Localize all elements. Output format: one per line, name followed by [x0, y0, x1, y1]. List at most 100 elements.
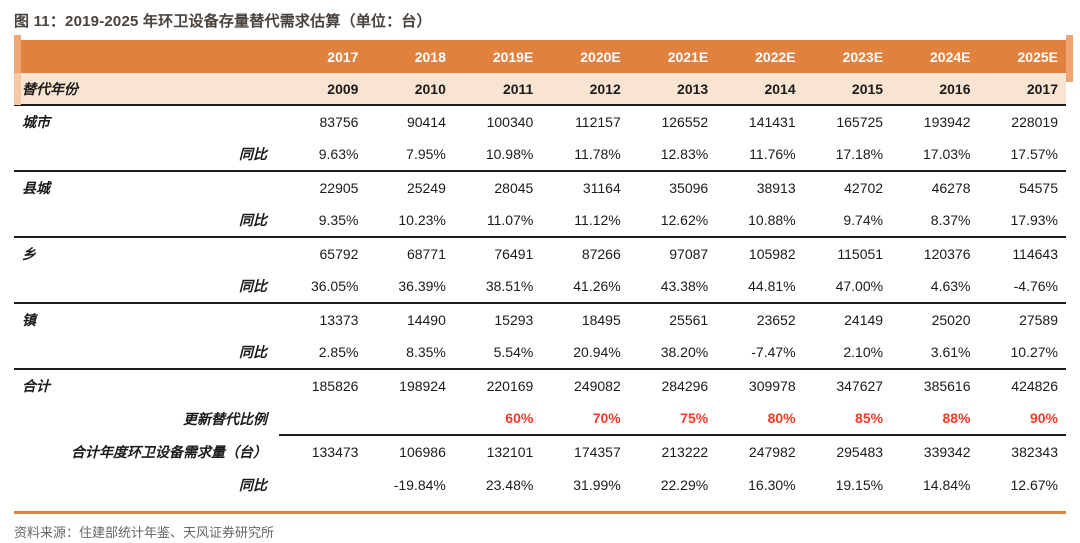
demand-table: 2017 2018 2019E 2020E 2021E 2022E 2023E 2024E 20…	[14, 40, 1066, 501]
value-cell: 295483	[803, 434, 892, 468]
value-cell: 11.12%	[541, 204, 629, 238]
value-cell: 23652	[756, 312, 796, 328]
value-cell: 38.51%	[453, 270, 542, 304]
value-cell: -4.76%	[978, 270, 1066, 304]
value-cell: 8.37%	[891, 204, 979, 238]
value-cell: 90%	[1029, 410, 1058, 426]
value-cell: 25249	[406, 180, 446, 196]
value-cell: 193942	[923, 114, 971, 130]
row-label: 同比	[14, 336, 279, 370]
value-cell: 38.20%	[628, 336, 717, 370]
value-cell: 14.84%	[923, 476, 971, 493]
header-replacement-cell: 2014	[716, 73, 804, 106]
value-cell: 38913	[756, 180, 796, 196]
row-label: 同比	[14, 204, 279, 238]
value-cell: 65792	[319, 246, 359, 262]
value-cell: 60%	[505, 410, 534, 426]
value-cell: 88%	[942, 410, 971, 426]
value-cell: 16.30%	[748, 476, 796, 493]
value-cell: 20.94%	[541, 336, 629, 370]
value-cell: 114643	[1012, 246, 1058, 262]
value-cell: 424826	[1011, 378, 1058, 394]
header-replacement-cell: 2010	[366, 73, 454, 106]
header-year-row: 2017 2018 2019E 2020E 2021E 2022E 2023E 2024E 20…	[14, 40, 1066, 73]
value-cell: 247982	[716, 434, 804, 468]
value-cell: 36.05%	[279, 270, 367, 304]
row-label: 镇	[22, 312, 36, 328]
value-cell: 2.10%	[803, 336, 892, 370]
header-year-cell: 2023E	[803, 40, 892, 73]
value-cell: 12.83%	[628, 138, 717, 172]
value-cell: -19.84%	[393, 476, 446, 493]
header-replacement-cell: 2013	[628, 73, 717, 106]
table-body: 城市 83756 90414 100340 112157 126552 141431 1657…	[14, 105, 1066, 501]
value-cell: 3.61%	[891, 336, 979, 370]
value-cell: 115051	[837, 246, 884, 262]
header-replacement-cell: 2016	[891, 73, 979, 106]
value-cell: 97087	[669, 246, 709, 262]
value-cell: 17.03%	[891, 138, 979, 172]
value-cell: 15293	[494, 312, 534, 328]
value-cell: 347627	[836, 378, 884, 394]
value-cell: 249082	[574, 378, 621, 394]
value-cell: 126552	[661, 114, 709, 130]
value-cell: 105982	[748, 246, 796, 262]
source-note: 资料来源：住建部统计年鉴、天风证券研究所	[14, 525, 275, 540]
value-cell: 9.35%	[279, 204, 367, 238]
table-row: 县城 22905 25249 28045 31164 35096 38913 42702 462…	[14, 171, 1066, 204]
value-cell: 112157	[575, 114, 621, 130]
value-cell: 382343	[978, 434, 1066, 468]
value-cell: 11.78%	[541, 138, 629, 172]
table-row: 同比 2.85% 8.35% 5.54% 20.94% 38.20% -7.47% 2.10%…	[14, 336, 1066, 370]
header-replacement-cell: 替代年份	[14, 73, 279, 106]
row-label: 同比	[14, 138, 279, 172]
value-cell: 10.27%	[978, 336, 1066, 370]
value-cell: 41.26%	[541, 270, 629, 304]
value-cell: 31164	[582, 180, 621, 196]
value-cell: 132101	[453, 434, 542, 468]
header-year-cell: 2020E	[541, 40, 629, 73]
header-year-cell: 2021E	[628, 40, 717, 73]
header-year-cell: 2024E	[891, 40, 979, 73]
row-label: 合计	[22, 378, 50, 394]
row-label: 同比	[14, 270, 279, 304]
header-year-cell: 2017	[279, 40, 367, 73]
value-cell: 185826	[311, 378, 359, 394]
row-label: 合计年度环卫设备需求量（台）	[71, 443, 267, 460]
table-row: 同比 9.63% 7.95% 10.98% 11.78% 12.83% 11.76% 17.1…	[14, 138, 1066, 172]
row-label: 县城	[22, 180, 50, 196]
value-cell: 47.00%	[803, 270, 892, 304]
value-cell: 36.39%	[366, 270, 454, 304]
header-replacement-cell: 2011	[453, 73, 542, 106]
value-cell: 106986	[366, 434, 454, 468]
accent-strip-right	[1066, 35, 1073, 82]
value-cell: 309978	[748, 378, 796, 394]
header-year-cell: 2022E	[716, 40, 804, 73]
table-row: 城市 83756 90414 100340 112157 126552 141431 1657…	[14, 105, 1066, 138]
value-cell: 220169	[486, 378, 534, 394]
value-cell: 9.74%	[803, 204, 892, 238]
table-row: 更新替代比例 60% 70% 75% 80% 85% 88% 90%	[14, 402, 1066, 435]
value-cell: 2.85%	[279, 336, 367, 370]
table-row: 合计 185826 198924 220169 249082 284296 309978 34…	[14, 369, 1066, 402]
value-cell: 87266	[581, 246, 621, 262]
value-cell: 228019	[1011, 114, 1058, 130]
value-cell: 9.63%	[279, 138, 367, 172]
row-label: 城市	[22, 114, 50, 130]
value-cell: 18495	[581, 312, 621, 328]
header-replacement-cell: 2015	[803, 73, 892, 106]
value-cell: 10.88%	[716, 204, 804, 238]
value-cell: 23.48%	[485, 476, 534, 493]
table-row: 同比 9.35% 10.23% 11.07% 11.12% 12.62% 10.88% 9.7…	[14, 204, 1066, 238]
value-cell: 8.35%	[366, 336, 454, 370]
value-cell: 100340	[486, 114, 534, 130]
value-cell: 11.07%	[453, 204, 542, 238]
value-cell: 165725	[836, 114, 884, 130]
header-replacement-row: 替代年份 2009 2010 2011 2012 2013 2014 2015 2016 2017	[14, 73, 1066, 106]
value-cell: 54575	[1019, 180, 1058, 196]
table-row: 同比 -19.84% 23.48% 31.99% 22.29% 16.30% 19.15% 1…	[14, 468, 1066, 501]
bottom-orange-rule	[14, 511, 1066, 514]
value-cell: 10.98%	[453, 138, 542, 172]
value-cell: 46278	[931, 180, 971, 196]
